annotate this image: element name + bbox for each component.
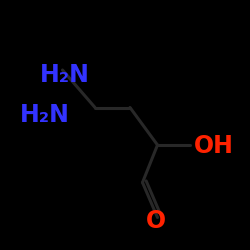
Text: O: O — [146, 209, 166, 233]
Text: OH: OH — [194, 134, 234, 158]
Text: H₂N: H₂N — [20, 103, 70, 127]
Text: H₂N: H₂N — [40, 63, 90, 87]
